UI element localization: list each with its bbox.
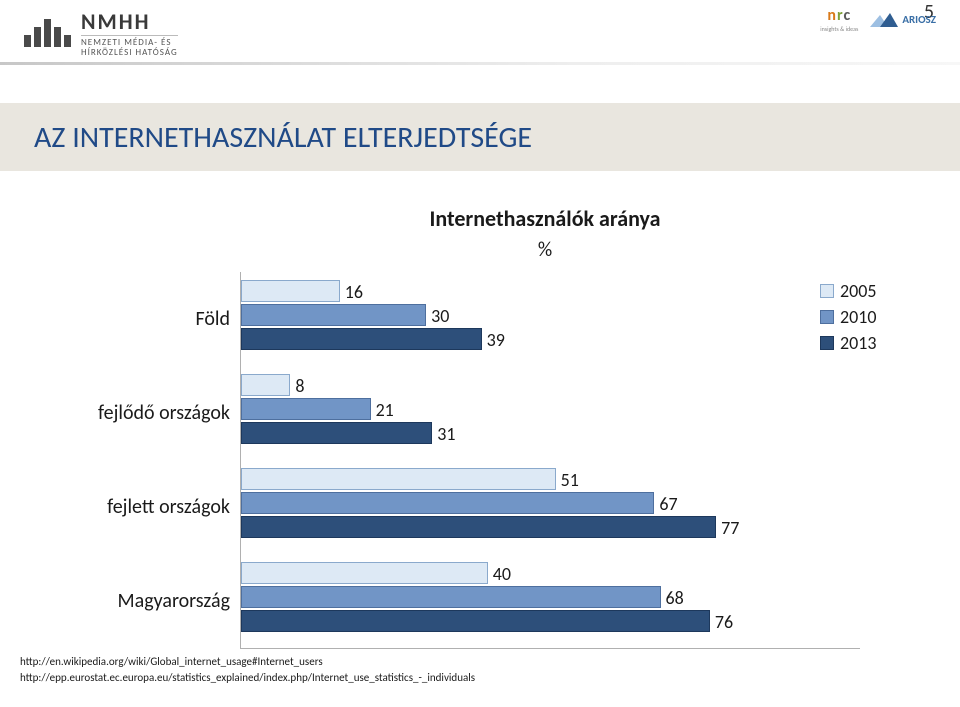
legend-swatch bbox=[820, 310, 834, 324]
footer-link-1: http://en.wikipedia.org/wiki/Global_inte… bbox=[20, 654, 475, 669]
nmhh-logo: NMHH NEMZETI MÉDIA- ÉS HÍRKÖZLÉSI HATÓSÁ… bbox=[24, 10, 178, 57]
category-label: fejlett országok bbox=[70, 460, 230, 554]
header: 5 NMHH NEMZETI MÉDIA- ÉS HÍRKÖZLÉSI HATÓ… bbox=[0, 0, 960, 62]
bar-value-label: 67 bbox=[653, 493, 677, 515]
ariosz-logo: ARIOSZ bbox=[870, 13, 936, 27]
chart-y-labels: Földfejlődő országokfejlett országokMagy… bbox=[70, 272, 240, 649]
legend-label: 2013 bbox=[840, 332, 877, 354]
bar: 21 bbox=[241, 398, 371, 420]
legend-item: 2005 bbox=[820, 280, 910, 302]
bar-value-label: 30 bbox=[425, 305, 449, 327]
bar-group: 406876 bbox=[241, 554, 858, 648]
chart-area: Földfejlődő országokfejlett országokMagy… bbox=[70, 272, 900, 649]
legend-label: 2005 bbox=[840, 280, 877, 302]
page-title: AZ INTERNETHASZNÁLAT ELTERJEDTSÉGE bbox=[34, 119, 532, 156]
nrc-wordmark: nrc bbox=[820, 6, 858, 25]
nrc-sub: insights & ideas bbox=[820, 25, 858, 33]
bar: 30 bbox=[241, 304, 426, 326]
legend-swatch bbox=[820, 284, 834, 298]
bar: 40 bbox=[241, 562, 488, 584]
chart: Internethasználók aránya % Földfejlődő o… bbox=[70, 205, 900, 649]
bar: 67 bbox=[241, 492, 654, 514]
bar: 39 bbox=[241, 328, 482, 350]
bar-value-label: 68 bbox=[660, 587, 684, 609]
chart-legend: 2005 2010 2013 bbox=[820, 276, 910, 358]
bar: 77 bbox=[241, 516, 716, 538]
bar: 51 bbox=[241, 468, 556, 490]
bar: 76 bbox=[241, 610, 710, 632]
ariosz-icon bbox=[870, 13, 898, 27]
bar: 16 bbox=[241, 280, 340, 302]
legend-swatch bbox=[820, 336, 834, 350]
bar-group: 516777 bbox=[241, 460, 858, 554]
chart-pct-label: % bbox=[70, 238, 900, 262]
chart-plot: 16303982131516777406876 bbox=[240, 272, 860, 649]
category-label: fejlődő országok bbox=[70, 366, 230, 460]
ariosz-text: ARIOSZ bbox=[902, 13, 936, 26]
bar-value-label: 51 bbox=[555, 469, 579, 491]
bar-value-label: 39 bbox=[481, 329, 505, 351]
bar-value-label: 77 bbox=[715, 517, 739, 539]
bar-value-label: 40 bbox=[487, 563, 511, 585]
right-logos: nrc insights & ideas ARIOSZ bbox=[820, 6, 936, 33]
bar: 68 bbox=[241, 586, 661, 608]
nrc-logo: nrc insights & ideas bbox=[820, 6, 858, 33]
header-rule bbox=[0, 62, 960, 65]
category-label: Magyarország bbox=[70, 554, 230, 648]
bar-value-label: 8 bbox=[289, 375, 304, 397]
bar-value-label: 31 bbox=[431, 423, 455, 445]
bar: 8 bbox=[241, 374, 290, 396]
bar: 31 bbox=[241, 422, 432, 444]
bar-value-label: 16 bbox=[339, 281, 363, 303]
legend-label: 2010 bbox=[840, 306, 877, 328]
footer-links: http://en.wikipedia.org/wiki/Global_inte… bbox=[20, 654, 475, 685]
legend-item: 2010 bbox=[820, 306, 910, 328]
bar-group: 163039 bbox=[241, 272, 858, 366]
nmhh-bars-icon bbox=[24, 19, 71, 47]
footer-link-2: http://epp.eurostat.ec.europa.eu/statist… bbox=[20, 670, 475, 685]
bar-value-label: 76 bbox=[709, 611, 733, 633]
bar-group: 82131 bbox=[241, 366, 858, 460]
nmhh-wordmark: NMHH bbox=[81, 10, 178, 36]
title-band: AZ INTERNETHASZNÁLAT ELTERJEDTSÉGE bbox=[0, 103, 960, 171]
chart-title: Internethasználók aránya bbox=[70, 205, 900, 232]
nmhh-sub2: HÍRKÖZLÉSI HATÓSÁG bbox=[81, 48, 178, 57]
category-label: Föld bbox=[70, 272, 230, 366]
legend-item: 2013 bbox=[820, 332, 910, 354]
bar-value-label: 21 bbox=[370, 399, 394, 421]
